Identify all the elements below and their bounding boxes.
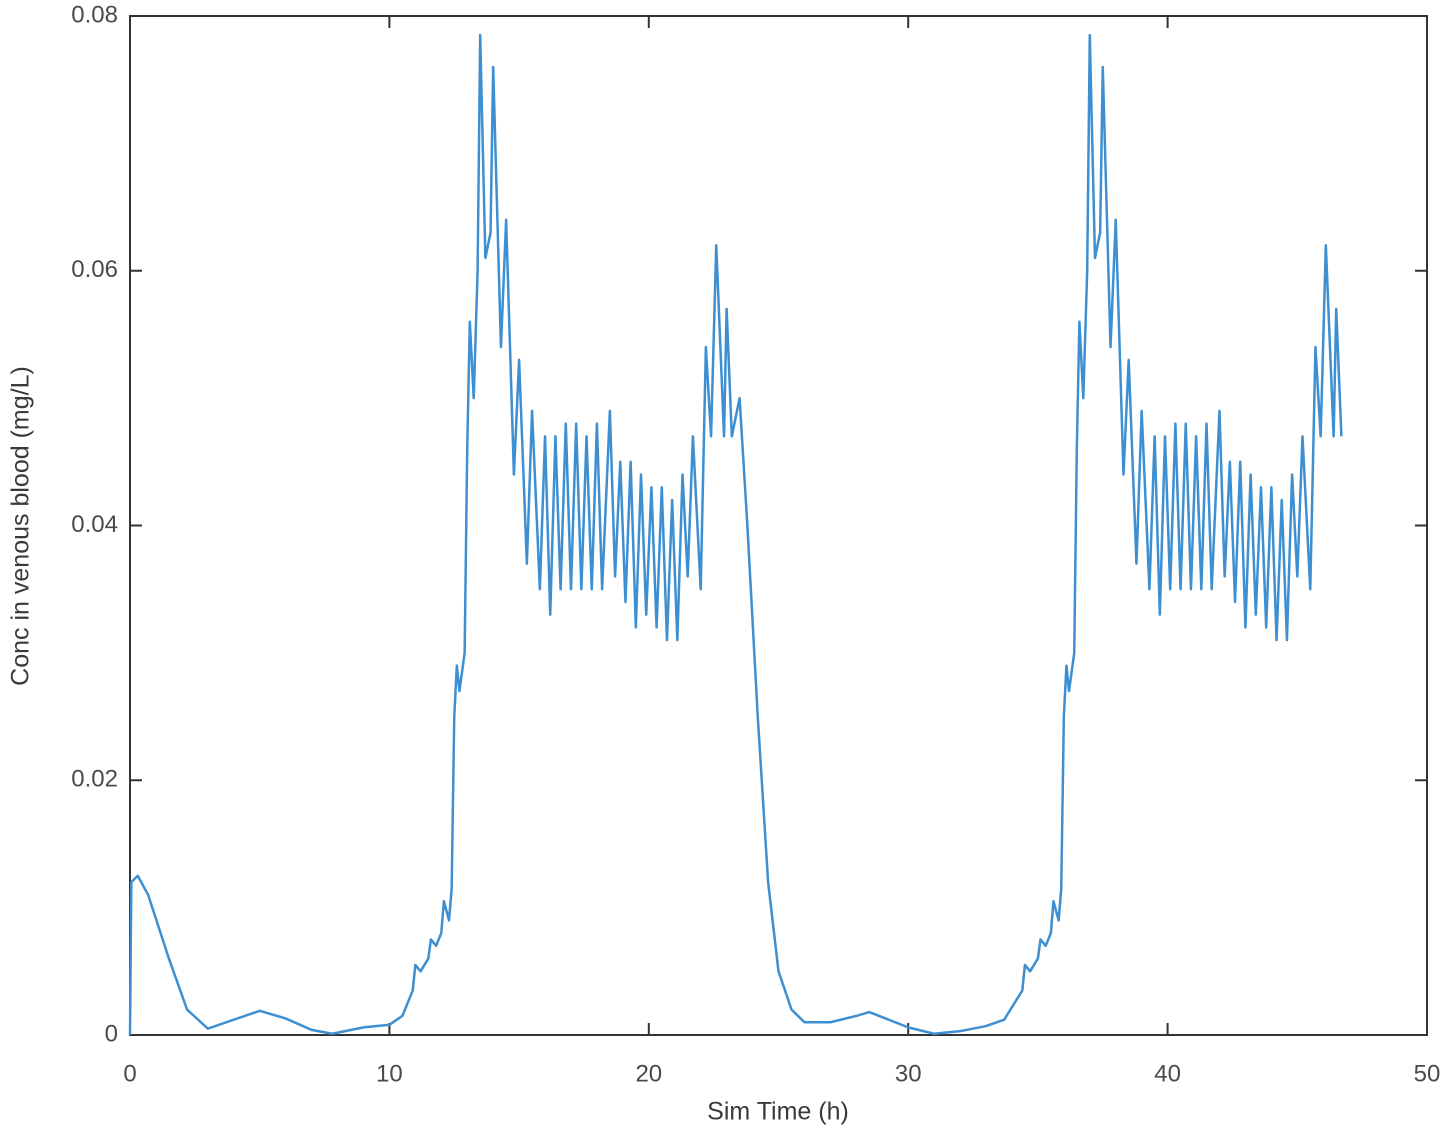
x-tick-label: 40: [1154, 1060, 1181, 1087]
x-tick-label: 50: [1414, 1060, 1441, 1087]
y-tick-label: 0.04: [71, 511, 118, 538]
y-tick-label: 0: [105, 1020, 118, 1047]
y-axis-label: Conc in venous blood (mg/L): [7, 366, 35, 686]
data-line: [128, 33, 1343, 1036]
x-tick-label: 30: [895, 1060, 922, 1087]
x-tick-label: 10: [376, 1060, 403, 1087]
y-tick-label: 0.08: [71, 1, 118, 28]
y-tick-label: 0.06: [71, 256, 118, 283]
y-tick-label: 0.02: [71, 766, 118, 793]
x-tick-label: 20: [635, 1060, 662, 1087]
x-axis-label: Sim Time (h): [707, 1098, 849, 1126]
x-tick-label: 0: [123, 1060, 136, 1087]
